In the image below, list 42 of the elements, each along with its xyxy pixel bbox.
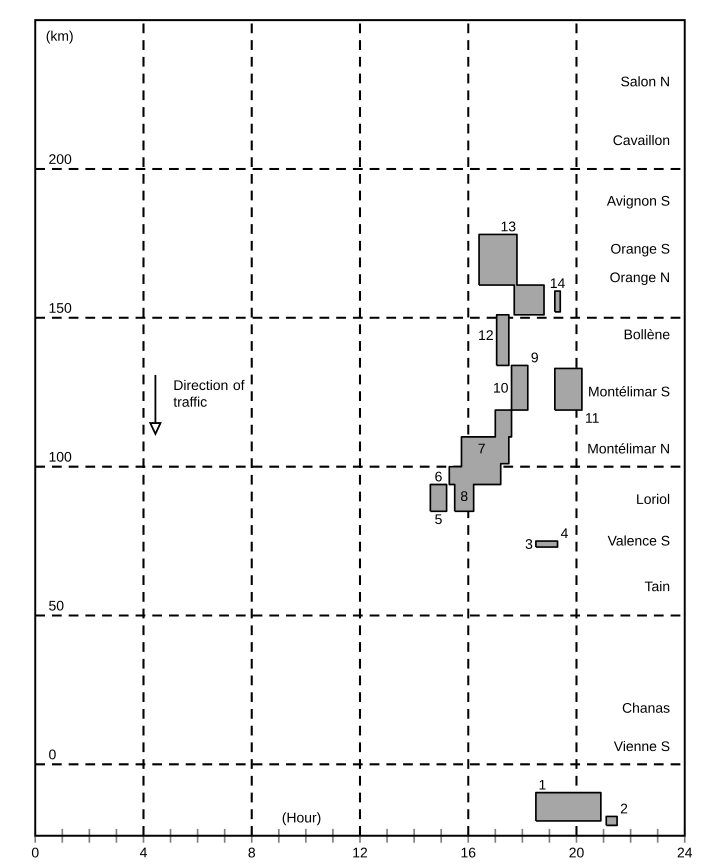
- annotation: 13: [502, 222, 516, 232]
- annotation: Orange S: [611, 244, 670, 256]
- annotation: 4: [560, 528, 568, 538]
- annotation: 11: [586, 413, 599, 423]
- y-tick-label: 50: [49, 600, 64, 611]
- y-axis-title: (km): [46, 30, 73, 44]
- y-tick-label: 0: [49, 750, 56, 760]
- annotation: 12: [479, 330, 493, 340]
- x-tick-label: 16: [462, 848, 476, 858]
- annotation: Montélimar N: [588, 443, 669, 454]
- annotation: Loriol: [637, 494, 670, 504]
- annotation: Orange N: [610, 272, 669, 286]
- x-tick-label: 0: [32, 848, 39, 858]
- annotation: Bollène: [624, 328, 670, 340]
- x-tick-label: 8: [248, 848, 256, 858]
- annotation: 10: [494, 382, 508, 393]
- annotation: Montélimar S: [589, 386, 670, 396]
- annotation: 6: [435, 472, 442, 482]
- annotation: 7: [478, 444, 485, 454]
- annotation: 8: [461, 491, 468, 502]
- y-tick-label: 100: [50, 452, 72, 462]
- annotation: Avignon S: [606, 196, 670, 209]
- annotation: Tain: [644, 581, 670, 592]
- annotation: Vienne S: [614, 740, 670, 752]
- annotation: Salon N: [621, 76, 669, 86]
- x-tick-label: 24: [678, 848, 692, 858]
- y-tick-label: 200: [49, 154, 72, 164]
- annotation: 3: [526, 539, 532, 549]
- y-tick-label: 150: [50, 303, 72, 313]
- annotation: 9: [532, 352, 538, 362]
- annotation: 2: [620, 804, 628, 814]
- x-tick-label: 20: [569, 848, 584, 858]
- annotation: Direction of traffic: [174, 380, 245, 407]
- annotation: 1: [540, 780, 546, 790]
- annotation: Valence S: [608, 535, 670, 546]
- x-tick-label: 4: [140, 848, 148, 858]
- annotation: 5: [435, 514, 442, 524]
- x-axis-title: (Hour): [282, 812, 320, 826]
- annotation: Chanas: [622, 702, 670, 713]
- annotation: 14: [550, 278, 565, 288]
- annotation: Cavaillon: [614, 134, 670, 146]
- x-tick-label: 12: [353, 848, 368, 858]
